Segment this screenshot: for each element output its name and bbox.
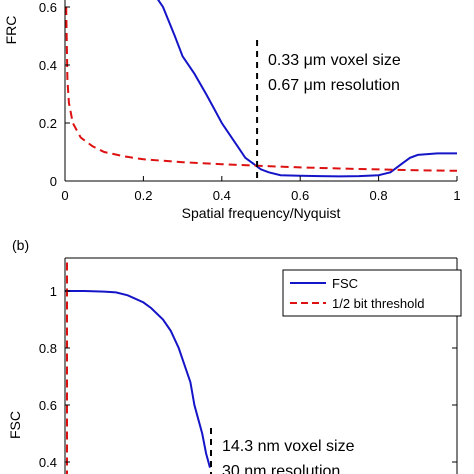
y-tick-label: 0.6 — [39, 398, 57, 413]
y-tick-label: 0.4 — [39, 58, 57, 73]
fsc-panel: (b) 0.4 0.6 0.8 1 FSC 14.3 nm voxel size 30… — [7, 237, 462, 474]
y-tick-label: 0 — [50, 174, 57, 189]
series-line-0 — [157, 0, 457, 178]
x-tick-label: 0.2 — [134, 188, 152, 203]
y-tick-label: 0.4 — [39, 455, 57, 470]
y-axis-label: FSC — [7, 411, 23, 439]
annotation-resolution: 0.67 μm resolution — [268, 77, 400, 94]
annotation-voxel-size: 14.3 nm voxel size — [222, 438, 355, 455]
annotation-voxel-size: 0.33 μm voxel size — [268, 52, 401, 69]
frc-panel: 0 0.2 0.4 0.6 0.8 1 0 0.2 0.4 0.6 FRC Spatial fr… — [3, 0, 461, 221]
y-tick-label: 0.8 — [39, 341, 57, 356]
legend: FSC 1/2 bit threshold — [282, 269, 462, 317]
series-line-0 — [65, 290, 211, 468]
annotation-resolution: 30 nm resolution — [222, 463, 340, 474]
x-tick-label: 0.4 — [213, 188, 231, 203]
x-tick-label: 0.8 — [370, 188, 388, 203]
y-tick-label: 0.2 — [39, 116, 57, 131]
y-tick-label: 1 — [50, 284, 57, 299]
y-axis-label: FRC — [3, 16, 19, 45]
x-tick-label: 0 — [61, 188, 68, 203]
panel-label: (b) — [12, 237, 29, 253]
x-axis-label: Spatial frequency/Nyquist — [182, 205, 341, 221]
legend-label-fsc: FSC — [332, 276, 358, 291]
legend-label-threshold: 1/2 bit threshold — [332, 296, 425, 311]
y-tick-label: 0.6 — [39, 0, 57, 15]
series-line-1 — [65, 6, 457, 172]
x-tick-label: 0.6 — [291, 188, 309, 203]
x-tick-label: 1 — [453, 188, 460, 203]
legend-box — [282, 269, 462, 317]
